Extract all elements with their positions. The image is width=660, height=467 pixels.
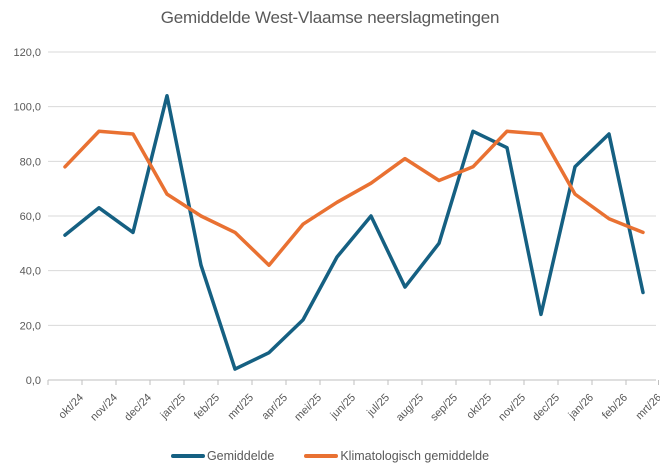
series-line-gemiddelde bbox=[63, 93, 645, 371]
y-axis-tick-label: 120,0 bbox=[13, 47, 41, 59]
x-axis-tick-label: jan/25 bbox=[158, 392, 188, 422]
y-axis-tick-label: 20,0 bbox=[20, 320, 41, 332]
x-axis-tick-label: jan/26 bbox=[566, 392, 596, 422]
x-axis-tick-label: mrt/26 bbox=[634, 392, 660, 423]
legend: Gemiddelde Klimatologisch gemiddelde bbox=[0, 444, 660, 467]
gemiddelde-line-swatch bbox=[170, 454, 205, 458]
legend-label-klimatologisch-gemiddelde: Klimatologisch gemiddelde bbox=[340, 449, 490, 463]
y-axis-tick-label: 40,0 bbox=[20, 266, 41, 278]
x-axis-tick-label: jul/25 bbox=[364, 392, 392, 420]
y-axis-tick-label: 60,0 bbox=[20, 211, 41, 223]
legend-item-gemiddelde[interactable]: Gemiddelde bbox=[170, 449, 275, 463]
x-axis-tick-label: apr/25 bbox=[260, 392, 291, 423]
x-axis-tick-label: okt/25 bbox=[464, 392, 494, 422]
klimatologisch-line-swatch bbox=[304, 454, 339, 458]
x-axis-tick-label: mei/25 bbox=[292, 392, 324, 424]
x-axis-tick-label: dec/25 bbox=[530, 392, 562, 424]
x-axis-tick-label: nov/24 bbox=[88, 392, 120, 424]
chart-title: Gemiddelde West-Vlaamse neerslagmetingen bbox=[160, 8, 500, 27]
x-axis-tick-label: sep/25 bbox=[428, 392, 460, 424]
x-axis-tick-label: feb/25 bbox=[192, 392, 222, 422]
x-axis-tick-label: aug/25 bbox=[394, 392, 426, 424]
legend-item-klimatologisch-gemiddelde[interactable]: Klimatologisch gemiddelde bbox=[304, 449, 489, 463]
y-axis-tick-label: 80,0 bbox=[20, 156, 41, 168]
x-axis-tick-label: dec/24 bbox=[122, 392, 154, 424]
y-axis-tick-label: 100,0 bbox=[13, 102, 41, 114]
x-axis-tick-label: nov/25 bbox=[496, 392, 528, 424]
x-axis-tick-label: jun/25 bbox=[328, 392, 358, 422]
x-axis-tick-label: feb/26 bbox=[600, 392, 630, 422]
x-axis-tick-label: mrt/25 bbox=[226, 392, 257, 423]
x-axis-tick-label: okt/24 bbox=[56, 392, 86, 422]
legend-label-gemiddelde: Gemiddelde bbox=[206, 449, 275, 463]
y-axis-tick-label: 0,0 bbox=[26, 375, 41, 387]
series-line-klimatologisch-gemiddelde bbox=[63, 129, 645, 267]
